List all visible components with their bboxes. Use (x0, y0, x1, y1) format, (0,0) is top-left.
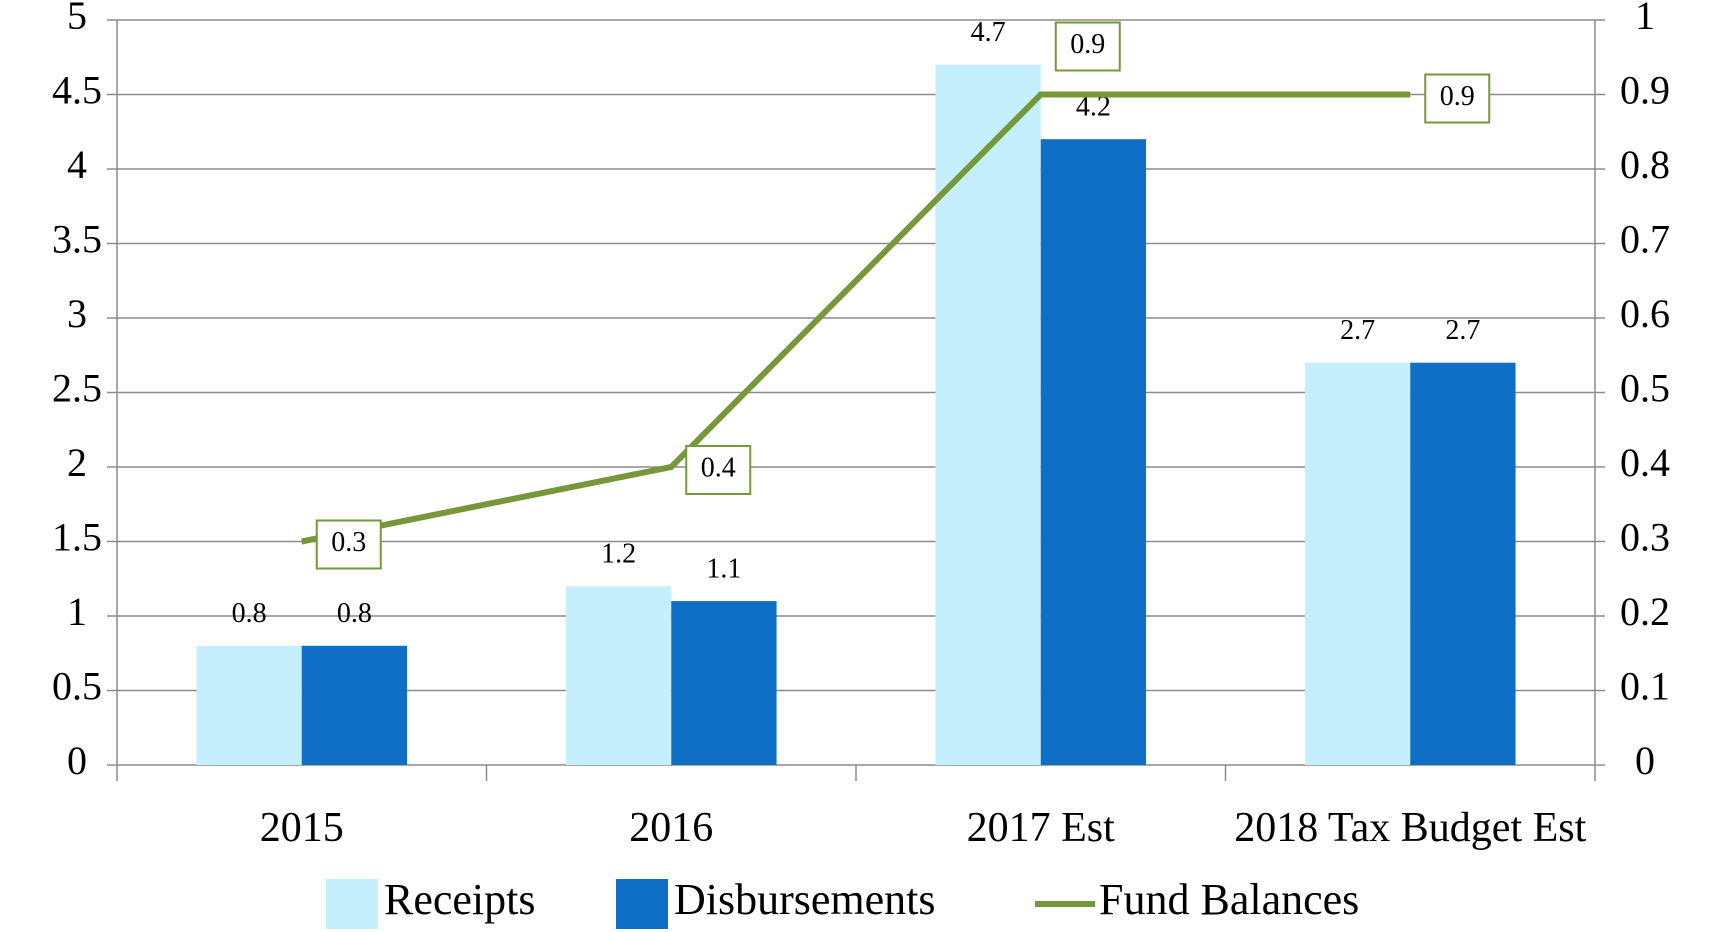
bar (301, 645, 408, 765)
legend-label: Disbursements (674, 875, 936, 924)
y-tick-label: 3 (67, 291, 87, 336)
data-label-box (1424, 73, 1491, 124)
legend-swatch (326, 879, 378, 929)
y2-tick-label: 0.3 (1620, 515, 1670, 560)
data-label: 0.3 (331, 527, 366, 558)
legend-label: Receipts (384, 875, 536, 924)
y2-tick-label: 0.1 (1620, 664, 1670, 709)
data-label: 0.8 (232, 598, 267, 629)
y-tick-label: 1.5 (52, 515, 102, 560)
bar (565, 586, 672, 765)
data-label-box (315, 519, 382, 570)
y2-tick-label: 0.4 (1620, 440, 1670, 485)
y2-tick-label: 0.5 (1620, 366, 1670, 411)
y-tick-label: 4.5 (52, 68, 102, 113)
y-tick-label: 3.5 (52, 217, 102, 262)
data-label: 4.7 (971, 17, 1006, 48)
data-label: 1.1 (706, 554, 741, 585)
bar (935, 64, 1041, 765)
x-tick-label: 2018 Tax Budget Est (1234, 805, 1587, 851)
y-tick-label: 2 (67, 440, 87, 485)
bar (1304, 362, 1411, 765)
x-tick-label: 2017 Est (966, 805, 1115, 851)
data-label: 1.2 (601, 539, 636, 570)
data-label: 0.8 (337, 598, 372, 629)
y2-tick-label: 0.7 (1620, 217, 1670, 262)
y-tick-label: 4 (67, 142, 87, 187)
legend-swatch (616, 879, 668, 929)
data-label: 0.9 (1440, 81, 1475, 112)
y2-tick-label: 0 (1635, 738, 1655, 783)
data-label-box (1054, 21, 1121, 72)
y2-tick-label: 0.9 (1620, 68, 1670, 113)
y-tick-label: 0.5 (52, 664, 102, 709)
y-tick-label: 2.5 (52, 366, 102, 411)
bar (1040, 139, 1147, 765)
data-label-box (685, 445, 752, 495)
x-tick-label: 2016 (629, 805, 714, 851)
data-label: 2.7 (1445, 315, 1480, 346)
data-label: 2.7 (1340, 315, 1375, 346)
bar (671, 601, 777, 765)
y-tick-label: 0 (67, 738, 87, 783)
y2-tick-label: 0.2 (1620, 589, 1670, 634)
y-tick-label: 1 (67, 589, 87, 634)
x-tick-label: 2015 (259, 805, 344, 851)
line-series (301, 91, 1411, 545)
y2-tick-label: 1 (1635, 0, 1655, 38)
y-tick-label: 5 (67, 0, 87, 38)
data-label: 0.4 (701, 452, 736, 483)
y2-tick-label: 0.8 (1620, 142, 1670, 187)
data-label: 0.9 (1070, 29, 1105, 60)
legend-label: Fund Balances (1099, 875, 1359, 924)
bar (1410, 362, 1516, 765)
bar (196, 645, 302, 765)
y2-tick-label: 0.6 (1620, 291, 1670, 336)
